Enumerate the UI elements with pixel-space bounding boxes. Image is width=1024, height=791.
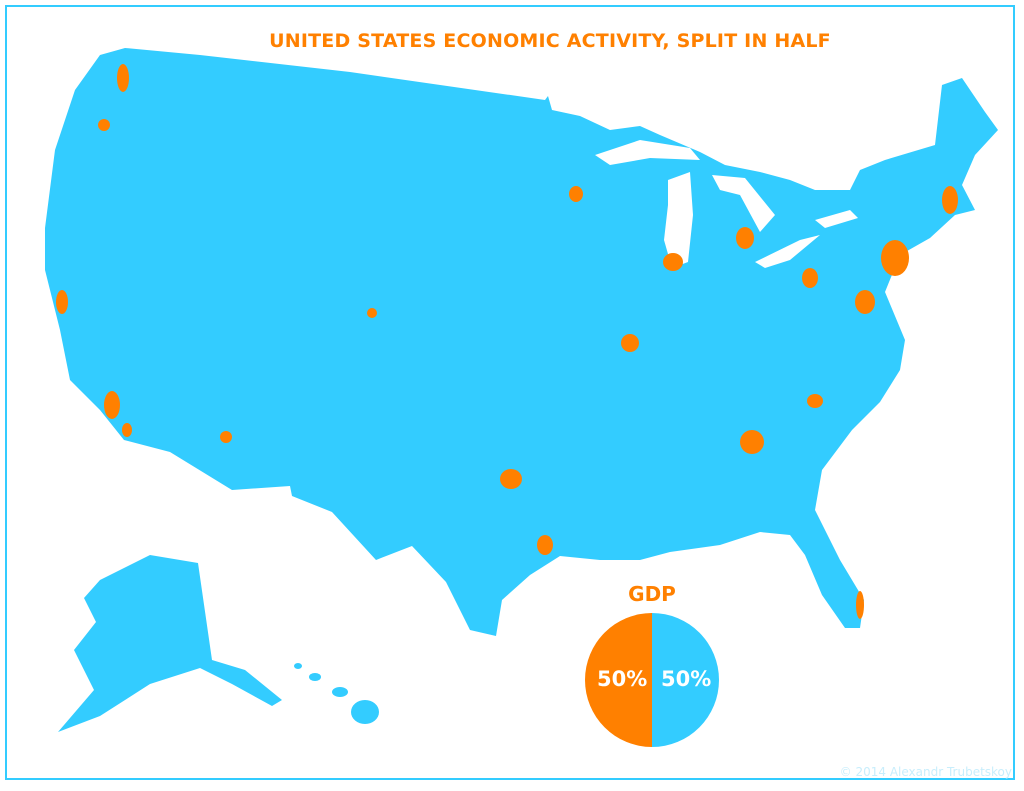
pie-slice bbox=[585, 613, 652, 747]
metro-area bbox=[740, 430, 764, 454]
metro-area bbox=[736, 227, 754, 249]
lake-erie bbox=[755, 235, 820, 268]
metro-area bbox=[537, 535, 553, 555]
metro-area bbox=[117, 64, 129, 92]
hawaii-maui bbox=[332, 687, 348, 697]
hawaii-kauai bbox=[294, 663, 302, 669]
metro-area bbox=[942, 186, 958, 214]
metro-area bbox=[122, 423, 132, 437]
lake-huron bbox=[712, 175, 775, 232]
metro-area bbox=[621, 334, 639, 352]
lake-ontario bbox=[815, 210, 858, 228]
pie-label-metro: 50% bbox=[597, 667, 648, 691]
metro-area bbox=[802, 268, 818, 288]
metro-area bbox=[569, 186, 583, 202]
metro-area bbox=[663, 253, 683, 271]
metro-area bbox=[220, 431, 232, 443]
metro-area bbox=[881, 240, 909, 276]
metro-area bbox=[855, 290, 875, 314]
contiguous-us bbox=[45, 48, 998, 636]
alaska bbox=[58, 555, 282, 732]
metro-area bbox=[807, 394, 823, 408]
lake-michigan bbox=[664, 172, 693, 268]
metro-area bbox=[98, 119, 110, 131]
copyright: © 2014 Alexandr Trubetskoy bbox=[839, 765, 1012, 779]
metro-area bbox=[367, 308, 377, 318]
lake-superior bbox=[595, 140, 700, 165]
metro-area bbox=[856, 591, 864, 619]
hawaii-island bbox=[351, 700, 379, 724]
map-frame bbox=[5, 5, 1015, 780]
hawaii-oahu bbox=[309, 673, 321, 681]
metro-area bbox=[104, 391, 120, 419]
gdp-pie-chart bbox=[585, 613, 719, 747]
pie-label-rest: 50% bbox=[661, 667, 712, 691]
map-title: UNITED STATES ECONOMIC ACTIVITY, SPLIT I… bbox=[269, 30, 831, 52]
metro-area bbox=[56, 290, 68, 314]
pie-slice bbox=[652, 613, 719, 747]
pie-title: GDP bbox=[628, 582, 676, 606]
metro-area bbox=[500, 469, 522, 489]
